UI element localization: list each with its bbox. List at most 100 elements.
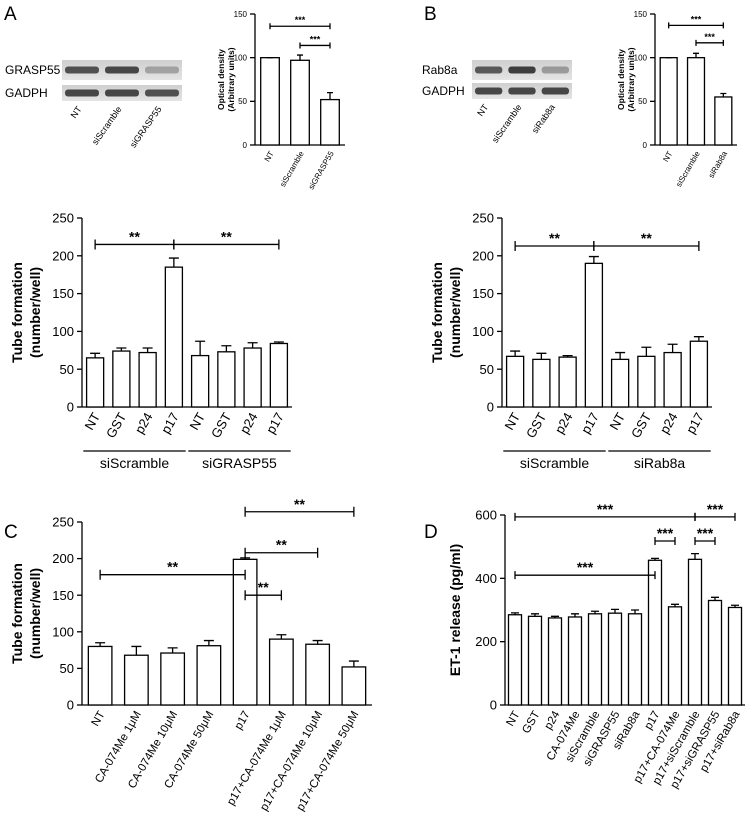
significance-label: ** — [549, 230, 560, 246]
bar — [164, 266, 184, 408]
panel-label: D — [424, 522, 438, 543]
blot-band — [541, 66, 569, 74]
x-tick-label: p17 — [578, 410, 602, 436]
error-bar — [531, 613, 539, 617]
bar — [85, 357, 105, 408]
significance-label: ** — [167, 559, 178, 575]
error-bar — [691, 552, 699, 560]
significance-bracket — [244, 547, 319, 558]
x-tick-label: p24 — [552, 410, 576, 436]
y-axis-label: (number/well) — [447, 267, 463, 358]
x-tick-label: GST — [628, 410, 654, 441]
significance-label: *** — [577, 559, 594, 575]
y-tick-label: 200 — [52, 551, 74, 566]
bar — [686, 57, 706, 146]
y-tick-label: 50 — [238, 97, 247, 106]
y-tick-label: 150 — [234, 10, 248, 19]
significance-bracket — [173, 239, 280, 250]
blot-row-label: Rab8a — [422, 63, 458, 77]
significance-label: *** — [295, 15, 306, 25]
x-tick-label: p17+CA-074Me 50μM — [295, 709, 362, 813]
blot-band — [475, 87, 503, 95]
bar — [567, 616, 583, 706]
blot-lane-label: siScramble — [90, 104, 124, 146]
significance-label: *** — [657, 525, 674, 541]
y-axis-label: (Arbitrary units) — [626, 47, 636, 111]
error-bar — [536, 352, 547, 360]
error-bar — [631, 609, 639, 614]
bar — [547, 617, 563, 706]
bar — [507, 614, 523, 706]
blot-row-label: GRASP55 — [5, 63, 61, 77]
bar — [260, 57, 280, 146]
x-tick-label: p17+CA-074Me 10μM — [258, 709, 325, 813]
group-label: siRab8a — [634, 455, 686, 471]
significance-label: ** — [641, 230, 652, 246]
bar — [269, 342, 289, 408]
x-tick-label: siGRASP55 — [307, 149, 336, 191]
error-bar — [651, 557, 659, 561]
x-tick-label: p17 — [683, 410, 707, 436]
bar — [647, 559, 663, 706]
error-bar — [240, 557, 251, 560]
bar — [196, 645, 222, 706]
x-tick-label: NT — [90, 709, 108, 728]
bar — [532, 358, 551, 408]
bar — [123, 654, 149, 706]
x-tick-label: NT — [606, 410, 628, 433]
significance-bracket — [695, 39, 724, 46]
y-axis-label: Tube formation — [429, 262, 445, 363]
y-tick-label: 50 — [638, 97, 647, 106]
significance-bracket — [593, 240, 700, 251]
bar — [727, 606, 743, 706]
y-tick-label: 50 — [60, 661, 74, 676]
x-tick-label: NT — [81, 410, 103, 433]
significance-bracket — [694, 536, 716, 545]
y-tick-label: 0 — [243, 141, 248, 150]
x-tick-label: p24 — [237, 410, 261, 436]
error-bar — [511, 612, 519, 615]
y-axis-label: (number/well) — [27, 267, 43, 358]
error-bar — [571, 613, 579, 617]
blot-band — [65, 66, 99, 74]
y-tick-label: 150 — [472, 286, 494, 301]
y-tick-label: 200 — [52, 248, 74, 263]
significance-label: *** — [697, 525, 714, 541]
panel-label: A — [4, 4, 17, 25]
y-tick-label: 150 — [634, 10, 648, 19]
y-axis-label: ET-1 release (pg/ml) — [447, 544, 463, 676]
significance-bracket — [514, 571, 656, 580]
bar — [584, 262, 604, 408]
blot-row-label: GADPH — [5, 86, 48, 100]
error-bar — [276, 634, 287, 640]
blot-lane-label: NT — [475, 102, 490, 118]
y-axis-label: Tube formation — [9, 262, 25, 363]
bar — [320, 98, 340, 146]
error-bar — [273, 341, 284, 344]
significance-bracket — [694, 512, 736, 521]
significance-bracket — [99, 569, 246, 580]
significance-label: *** — [704, 32, 715, 42]
y-tick-label: 100 — [472, 324, 494, 339]
x-tick-label: siRab8a — [707, 149, 730, 179]
y-axis-label: Optical density — [616, 49, 626, 110]
error-bar — [168, 257, 179, 268]
significance-bracket — [299, 42, 331, 49]
y-tick-label: 100 — [52, 324, 74, 339]
y-tick-label: 50 — [480, 362, 494, 377]
y-tick-label: 0 — [67, 698, 74, 713]
significance-label: *** — [597, 501, 614, 517]
significance-bracket — [244, 590, 283, 601]
significance-bracket — [654, 536, 676, 545]
bar — [527, 615, 543, 706]
bar — [637, 355, 656, 408]
blot-band — [508, 66, 536, 74]
bar — [663, 351, 682, 408]
x-tick-label: siScramble — [278, 149, 306, 188]
x-tick-label: p17 — [263, 410, 287, 436]
bar — [341, 666, 367, 706]
bar — [607, 612, 623, 706]
bar — [290, 59, 310, 146]
error-bar — [90, 352, 101, 358]
y-tick-label: 0 — [487, 400, 494, 415]
